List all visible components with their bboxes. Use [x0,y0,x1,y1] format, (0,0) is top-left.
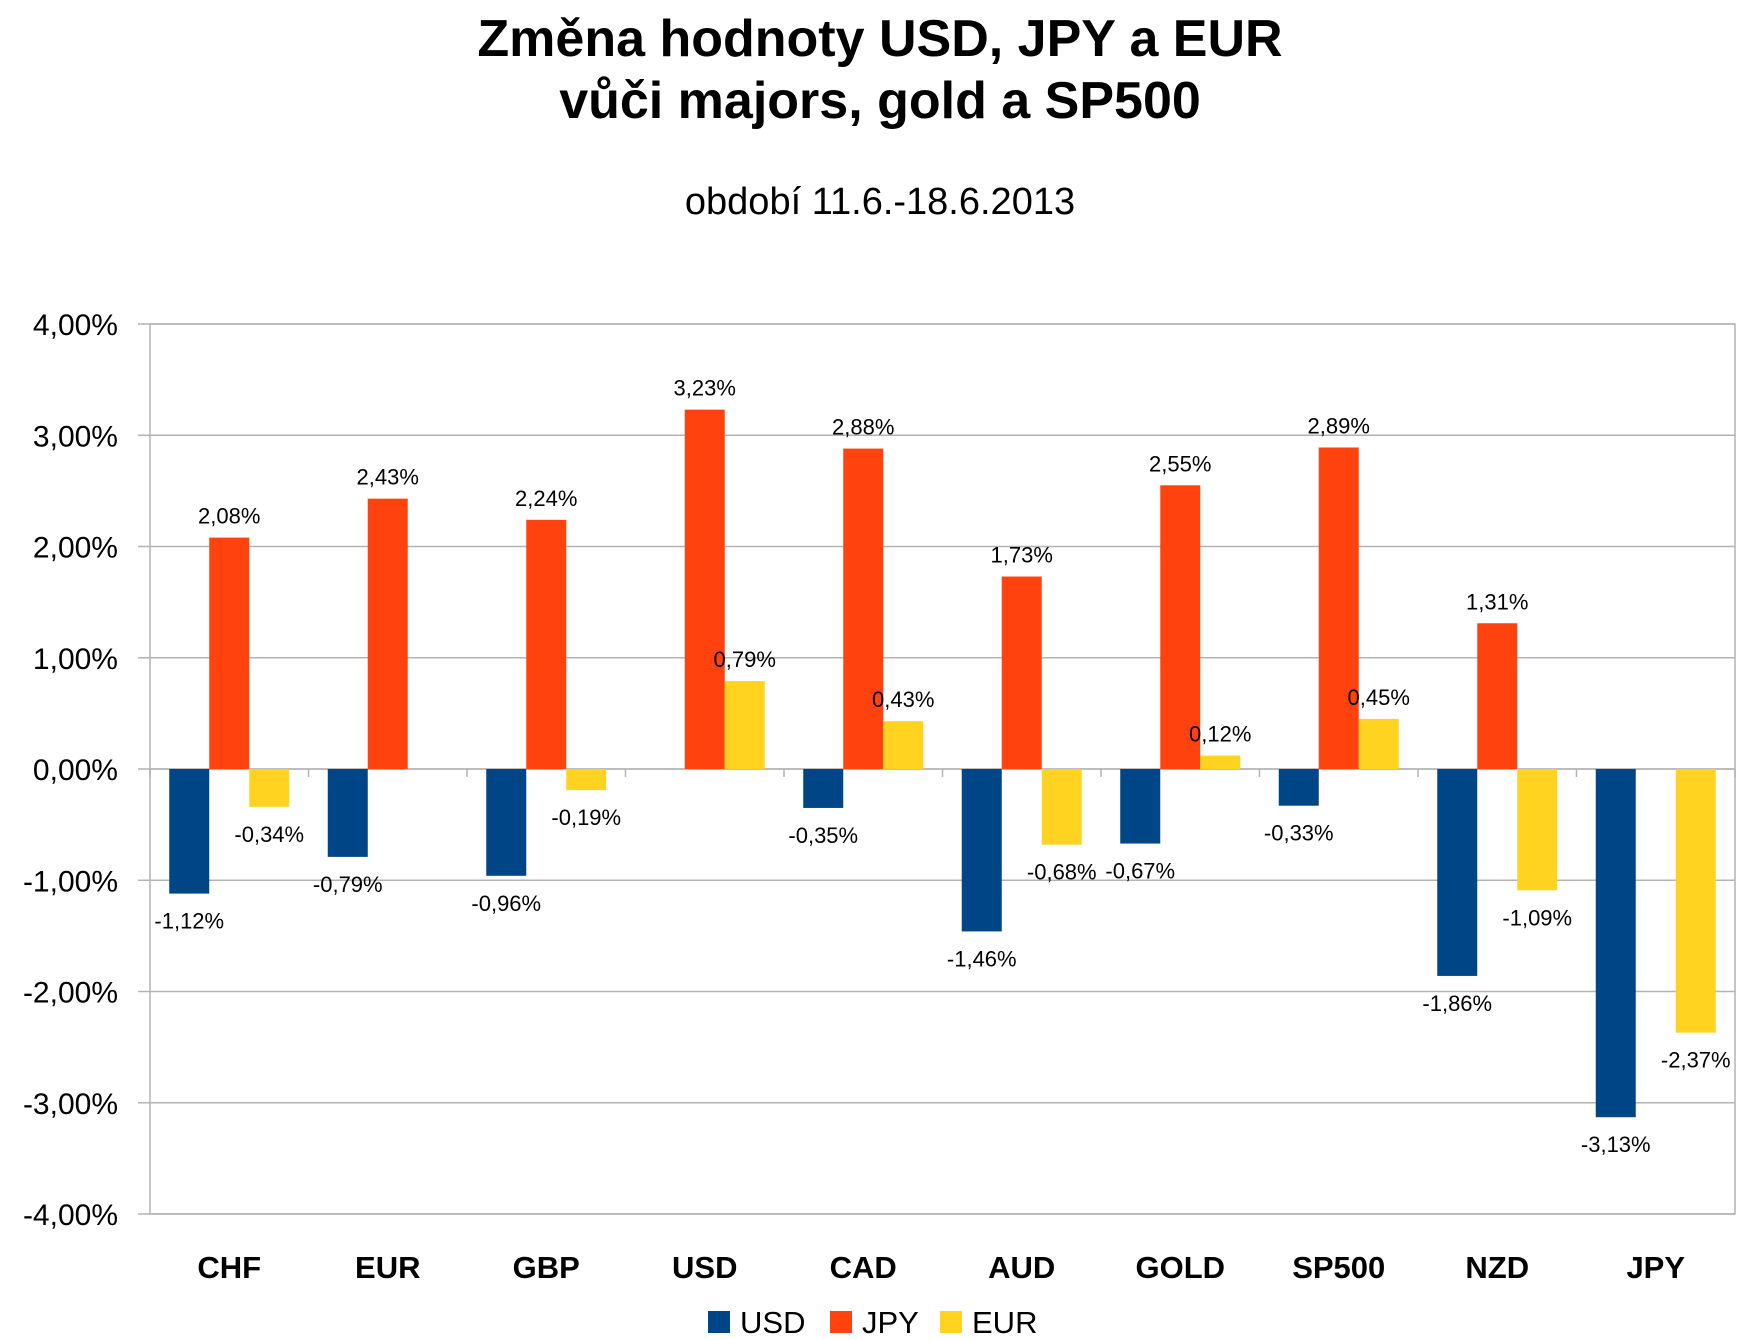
data-label: 1,31% [1466,589,1528,614]
bar-usd-sp500 [1278,769,1319,806]
bar-jpy-cad [843,448,884,769]
data-label: -0,96% [471,891,541,916]
bar-eur-cad [883,721,924,769]
data-label: 2,89% [1308,413,1370,438]
data-label: -2,37% [1661,1048,1731,1073]
bar-usd-gold [1120,769,1161,844]
data-label: 2,43% [357,465,419,490]
category-label: GOLD [1135,1250,1225,1285]
bar-usd-nzd [1437,769,1478,976]
data-label: 0,45% [1348,685,1410,710]
data-label: 0,12% [1189,722,1251,747]
bar-usd-cad [803,769,844,808]
legend-swatch-jpy [830,1311,852,1333]
bars [169,409,1716,1118]
legend-label-eur: EUR [972,1305,1037,1340]
chart-title-line-2: vůči majors, gold a SP500 [559,72,1201,130]
category-label: JPY [1626,1250,1685,1285]
bar-eur-chf [249,769,290,807]
y-tick-label: -3,00% [23,1088,118,1121]
data-label: -0,79% [313,872,383,897]
chart-title-line-1: Změna hodnoty USD, JPY a EUR [477,10,1283,68]
category-label: NZD [1465,1250,1529,1285]
bar-jpy-sp500 [1318,447,1359,769]
data-labels: -1,12% -0,79% -0,96% -0,35% -1,46% -0,67% -0,3… [154,376,1730,1158]
bar-eur-gold [1200,755,1241,769]
category-label: EUR [355,1250,420,1285]
bar-jpy-chf [209,537,250,769]
bar-jpy-usd [684,409,725,769]
bar-usd-aud [961,769,1002,932]
bar-eur-usd [724,681,765,769]
y-tick-label: 2,00% [33,532,118,565]
category-label: GBP [513,1250,580,1285]
data-label: 2,08% [198,504,260,529]
bar-jpy-aud [1001,576,1042,769]
data-label: -3,13% [1581,1132,1651,1157]
category-label: USD [672,1250,737,1285]
data-label: -0,68% [1027,860,1097,885]
bar-eur-sp500 [1358,718,1399,769]
data-label: 2,88% [832,415,894,440]
bar-usd-chf [169,769,210,894]
legend-label-usd: USD [740,1305,805,1340]
bar-jpy-gbp [526,519,567,769]
bar-usd-gbp [486,769,527,876]
data-label: -0,67% [1105,859,1175,884]
data-label: 2,55% [1149,451,1211,476]
data-label: -1,46% [947,946,1017,971]
category-label: AUD [988,1250,1055,1285]
data-label: 3,23% [674,376,736,401]
y-tick-label: -1,00% [23,865,118,898]
category-label: CHF [197,1250,261,1285]
data-label: -0,33% [1264,821,1334,846]
category-label: CAD [830,1250,897,1285]
data-label: -0,35% [788,823,858,848]
bar-usd-jpy [1595,769,1636,1118]
y-tick-label: 4,00% [33,309,118,342]
data-label: 0,43% [872,687,934,712]
y-tick-label: 1,00% [33,643,118,676]
bar-eur-jpy [1675,769,1716,1033]
legend-swatch-eur [940,1311,962,1333]
data-label: -1,86% [1422,991,1492,1016]
y-tick-labels: 4,00% 3,00% 2,00% 1,00% 0,00% -1,00% -2,00% -3,… [23,309,118,1232]
bar-eur-gbp [566,769,607,791]
data-label: 0,79% [714,647,776,672]
legend-swatch-usd [708,1311,730,1333]
category-labels: CHF EUR GBP USD CAD AUD GOLD SP500 NZD JPY [197,1250,1685,1285]
chart-subtitle: období 11.6.-18.6.2013 [684,181,1076,223]
bar-eur-nzd [1517,769,1558,891]
data-label: -0,19% [551,805,621,830]
y-tick-label: 0,00% [33,754,118,787]
y-tick-label: -2,00% [23,977,118,1010]
bar-jpy-nzd [1477,623,1518,769]
legend-label-jpy: JPY [862,1305,919,1340]
bar-eur-aud [1041,769,1082,845]
chart-title: Změna hodnoty USD, JPY a EUR vůči majors… [0,8,1760,132]
category-label: SP500 [1292,1250,1385,1285]
bar-jpy-gold [1160,485,1201,769]
y-tick-label: 3,00% [33,420,118,453]
y-tick-label: -4,00% [23,1199,118,1232]
data-label: 2,24% [515,486,577,511]
bar-jpy-eur [367,498,408,769]
data-label: -1,09% [1502,905,1572,930]
data-label: 1,73% [991,543,1053,568]
data-label: -0,34% [234,822,304,847]
data-label: -1,12% [154,909,224,934]
legend: USD JPY EUR [708,1305,1037,1340]
bar-usd-eur [327,769,368,857]
